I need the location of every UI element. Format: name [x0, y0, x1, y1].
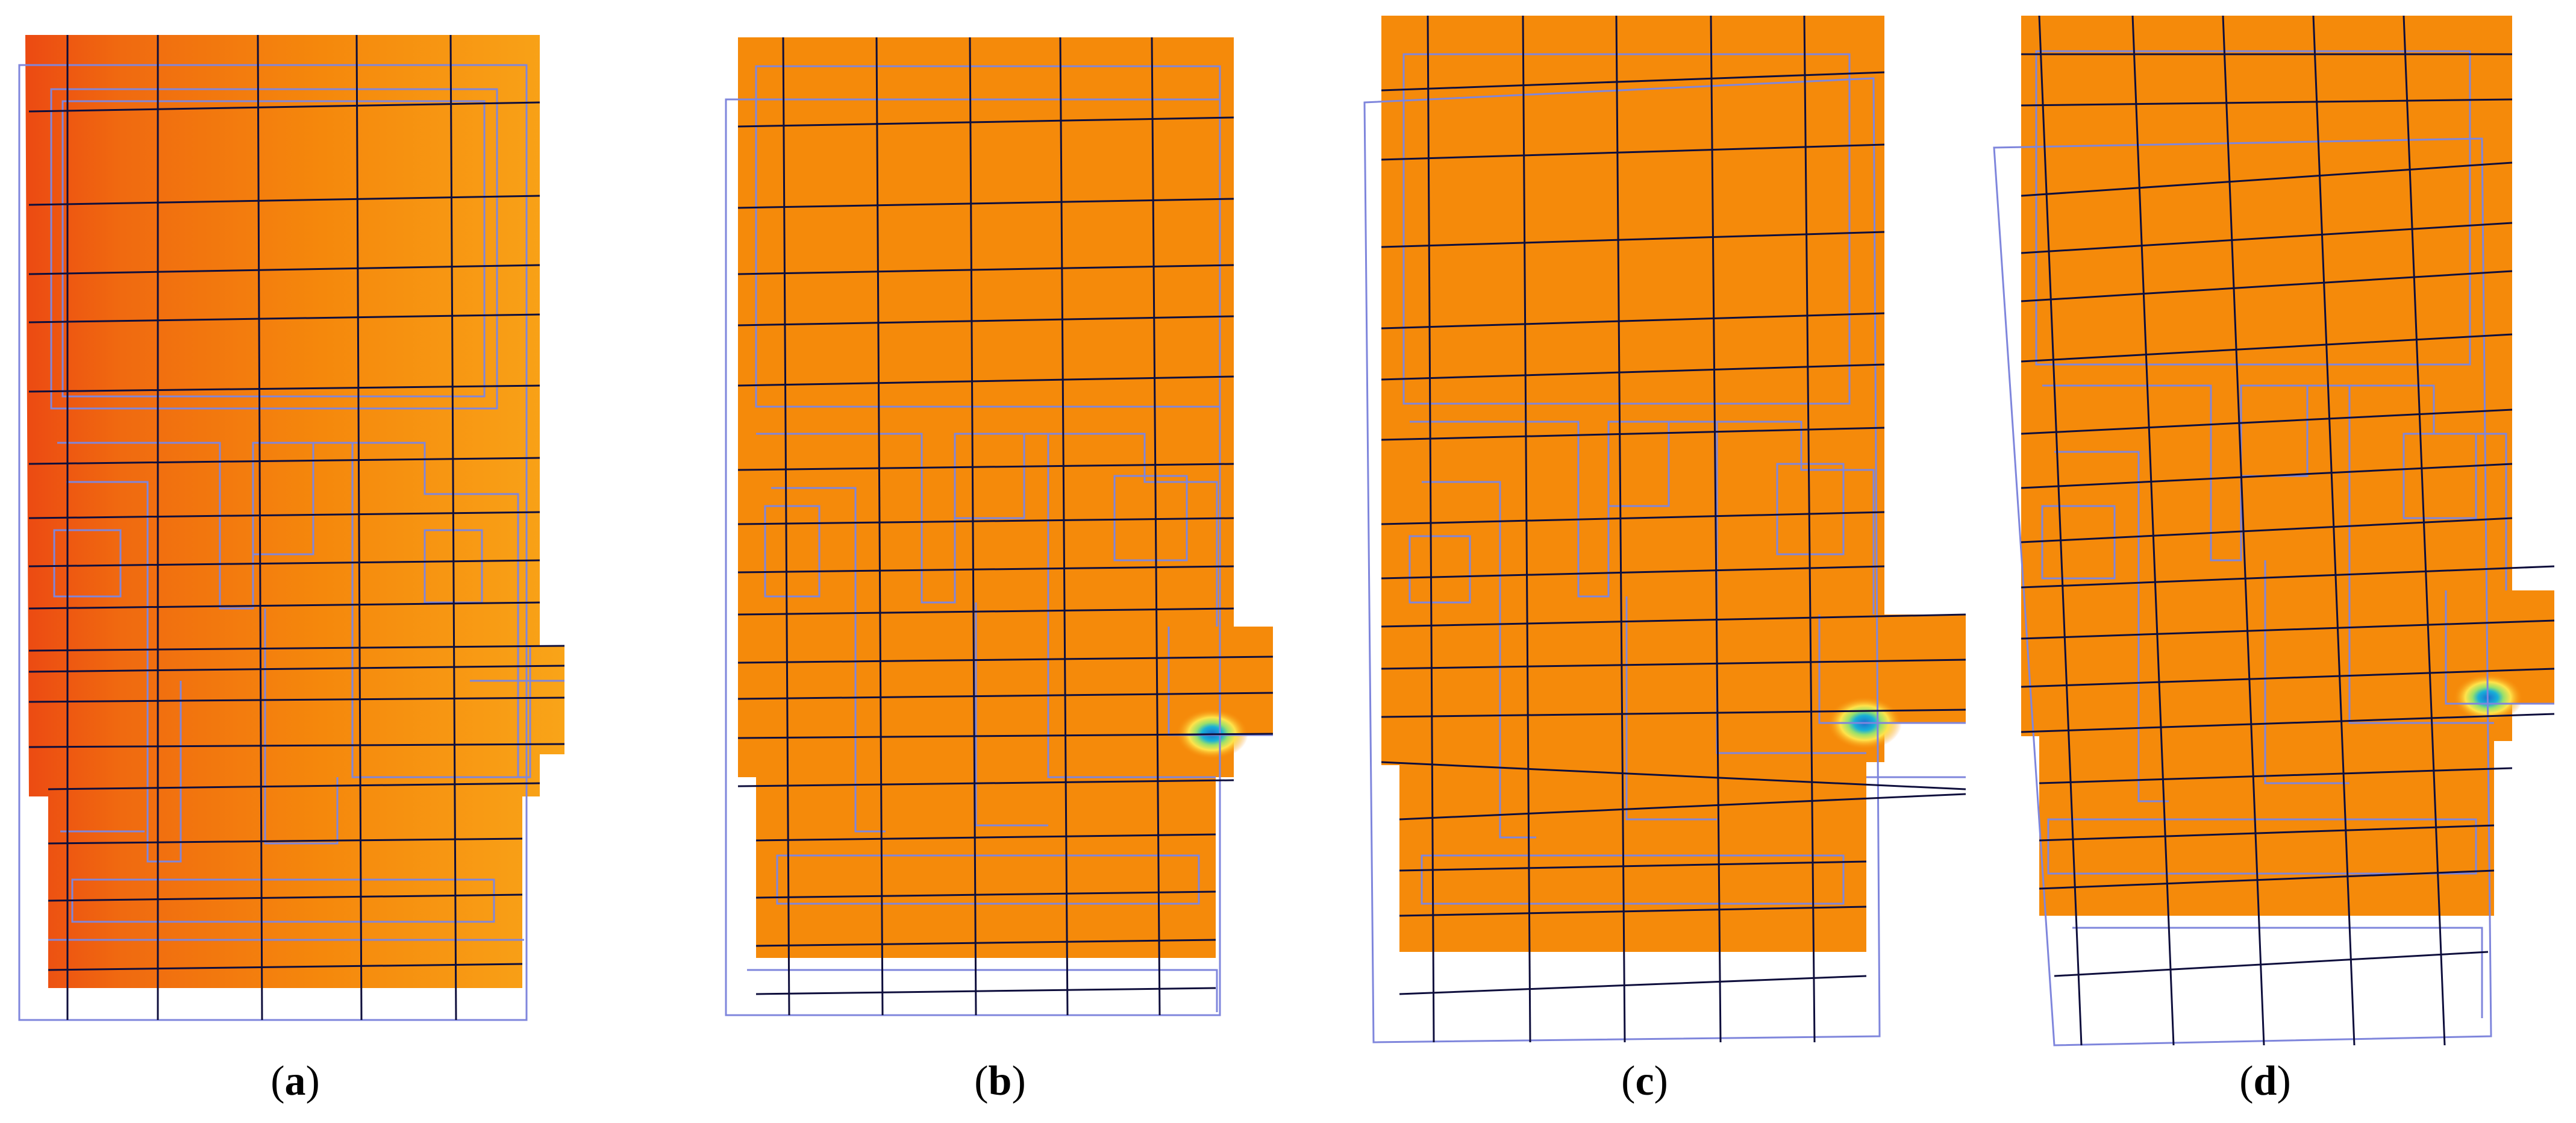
panel-d — [1993, 15, 2555, 1046]
caption-b: (b) — [974, 1058, 1026, 1104]
undeformed-mesh — [18, 64, 564, 1021]
deformed-mesh — [737, 37, 1274, 1016]
caption-b-label: b — [988, 1058, 1012, 1104]
panel-c — [1363, 15, 1966, 1043]
caption-a: (a) — [270, 1058, 320, 1104]
caption-c-label: c — [1635, 1058, 1654, 1104]
part-body — [738, 37, 1273, 958]
panel-a — [18, 34, 565, 1021]
panel-b — [725, 37, 1274, 1016]
caption-d: (d) — [2239, 1058, 2291, 1104]
caption-d-label: d — [2253, 1058, 2277, 1104]
undeformed-mesh — [1993, 50, 2554, 1046]
deformed-mesh — [2021, 15, 2555, 1046]
part-body — [2021, 16, 2554, 916]
part-body — [25, 35, 564, 988]
undeformed-mesh — [725, 65, 1273, 1016]
caption-c: (c) — [1621, 1058, 1668, 1104]
deformed-mesh — [1381, 15, 1966, 1043]
deformed-mesh — [28, 34, 565, 1021]
undeformed-mesh — [1363, 53, 1966, 1043]
caption-a-label: a — [284, 1058, 306, 1104]
